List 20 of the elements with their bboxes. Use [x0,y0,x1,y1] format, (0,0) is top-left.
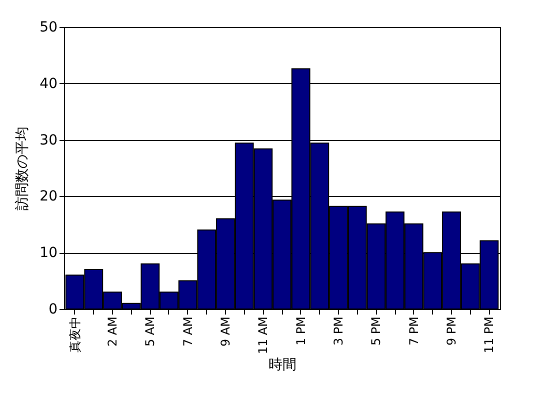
y-tick-label: 50 [40,20,58,36]
x-tick-label: 5 PM [369,316,384,346]
x-tick-label: 真夜中 [68,316,82,352]
y-tick-label: 10 [40,245,58,262]
y-axis-title: 訪問数の平均 [14,126,31,210]
x-tick-label: 7 PM [406,316,421,346]
x-tick-label: 11 AM [256,316,270,354]
x-tick-label: 1 PM [294,316,308,346]
y-tick-label: 30 [40,132,58,148]
x-tick-label: 3 PM [332,316,346,346]
y-tick-label: 0 [48,302,58,318]
x-tick-label: 9 PM [444,316,459,346]
x-tick-label: 11 PM [482,316,496,354]
x-tick-label: 2 AM [105,316,120,347]
x-tick-label: 9 AM [218,316,232,347]
x-tick-label: 7 AM [180,316,195,347]
x-tick-label: 5 AM [143,316,158,347]
y-tick-label: 20 [40,188,58,205]
x-axis-title: 時間 [268,357,296,374]
y-tick-label: 40 [40,76,58,92]
